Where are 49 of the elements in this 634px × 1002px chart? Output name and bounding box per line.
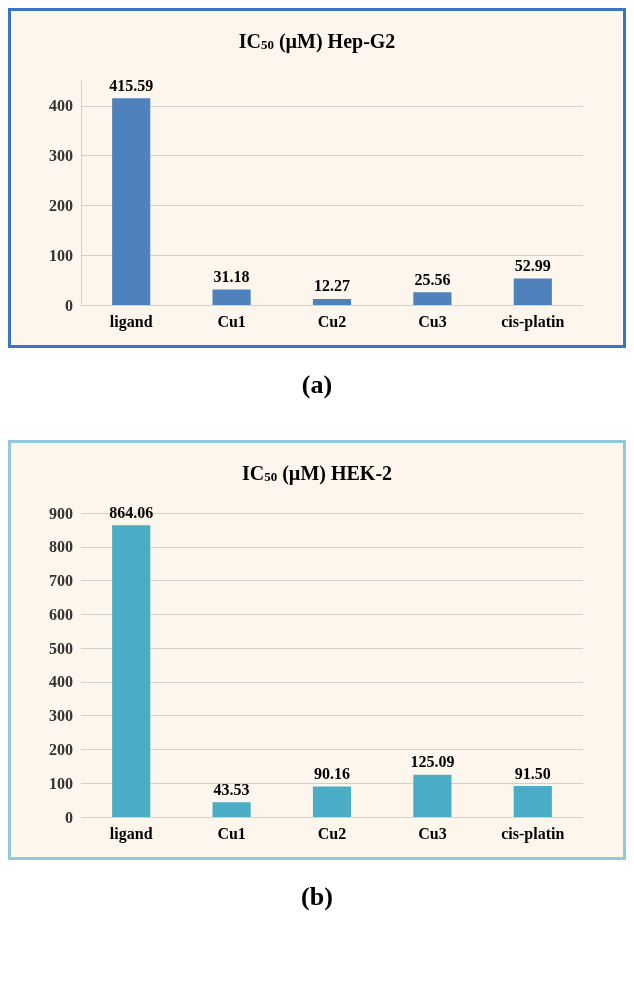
data-label: 25.56 <box>414 270 451 288</box>
y-tick-label: 0 <box>65 296 73 314</box>
y-tick-label: 700 <box>49 572 73 590</box>
x-tick-label: cis-platin <box>501 824 565 843</box>
data-label: 12.27 <box>314 277 350 295</box>
data-label: 125.09 <box>410 753 455 771</box>
data-label: 31.18 <box>213 267 250 285</box>
bar <box>312 298 352 305</box>
bar <box>112 98 151 305</box>
y-tick-label: 400 <box>49 673 73 691</box>
data-label: 91.50 <box>514 764 551 782</box>
y-tick-label: 300 <box>49 147 73 165</box>
x-tick-label: ligand <box>109 824 153 843</box>
y-tick-label: 100 <box>49 774 73 792</box>
x-tick-label: Cu3 <box>418 312 447 330</box>
y-tick-label: 900 <box>49 504 73 522</box>
bar <box>212 289 251 305</box>
data-label: 52.99 <box>514 257 551 275</box>
y-tick-label: 500 <box>49 639 73 657</box>
y-tick-label: 800 <box>49 538 73 556</box>
chart-title: IC50 (µM) Hep-G2 <box>238 29 396 53</box>
x-tick-label: Cu2 <box>317 312 347 330</box>
data-label: 864.06 <box>109 503 154 521</box>
y-tick-label: 200 <box>49 196 73 214</box>
x-tick-label: ligand <box>109 312 153 331</box>
y-tick-label: 100 <box>49 246 73 264</box>
y-tick-label: 600 <box>49 605 73 623</box>
x-tick-label: Cu2 <box>317 824 347 842</box>
y-tick-label: 400 <box>49 97 73 115</box>
bar <box>513 786 552 817</box>
x-tick-label: Cu1 <box>217 312 246 330</box>
y-tick-label: 0 <box>65 808 73 826</box>
x-tick-label: cis-platin <box>501 312 565 331</box>
x-tick-label: Cu1 <box>217 824 246 842</box>
chart-title: IC50 (µM) HEK-2 <box>241 461 393 485</box>
bar <box>312 786 352 817</box>
data-label: 90.16 <box>314 765 350 783</box>
text: (a) <box>300 370 334 400</box>
x-tick-label: Cu3 <box>418 824 447 842</box>
bar <box>413 292 452 305</box>
text: (b) <box>300 882 334 912</box>
y-tick-label: 200 <box>49 740 73 758</box>
bar <box>513 278 552 305</box>
data-label: 415.59 <box>109 76 154 94</box>
y-tick-label: 300 <box>49 707 73 725</box>
bar <box>212 802 251 817</box>
bar <box>112 525 151 817</box>
bar <box>413 774 452 817</box>
data-label: 43.53 <box>213 780 250 798</box>
